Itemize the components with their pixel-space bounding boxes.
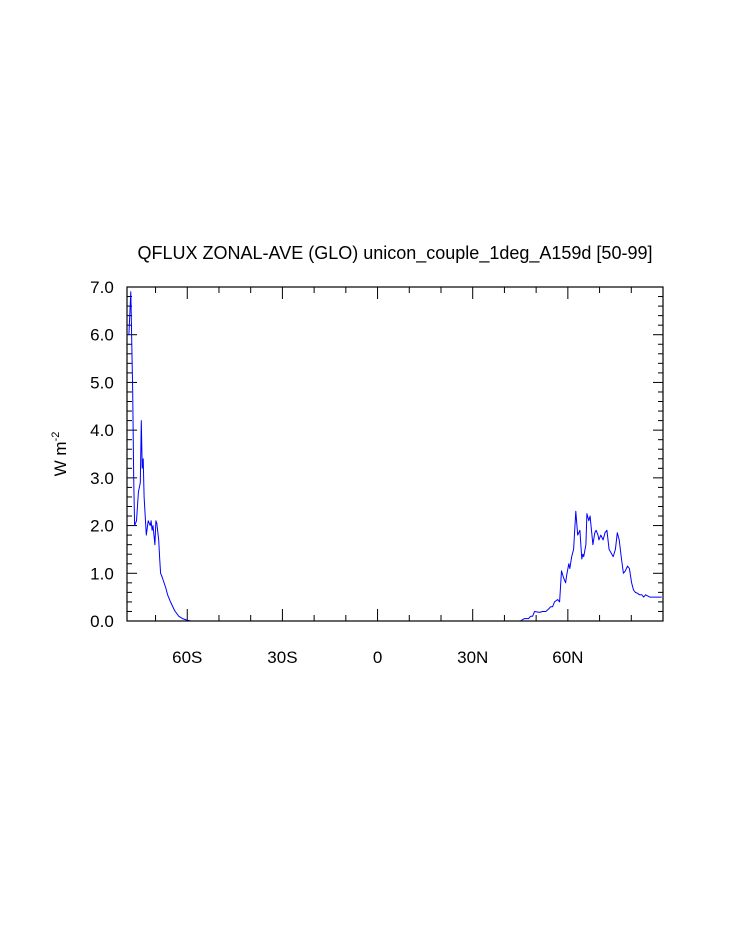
y-axis-label-text: W m	[51, 441, 70, 476]
axis-ticks	[127, 286, 664, 622]
y-tick-label: 7.0	[90, 278, 114, 297]
series-line	[128, 291, 662, 622]
x-tick-label: 0	[373, 648, 382, 667]
x-tick-label: 60N	[552, 648, 583, 667]
x-tick-label: 30N	[457, 648, 488, 667]
y-tick-label: 1.0	[90, 564, 114, 583]
series-group	[128, 291, 662, 622]
y-tick-label: 3.0	[90, 469, 114, 488]
y-tick-label: 6.0	[90, 326, 114, 345]
y-tick-label: 5.0	[90, 373, 114, 392]
chart-title: QFLUX ZONAL-AVE (GLO) unicon_couple_1deg…	[138, 243, 653, 264]
tick-labels: 0.0 1.0 2.0 3.0 4.0 5.0 6.0 7.0 60S 30S 0 30N 60N	[90, 278, 583, 667]
y-axis-label: W m-2	[50, 432, 70, 477]
y-tick-label: 4.0	[90, 421, 114, 440]
x-tick-label: 60S	[172, 648, 202, 667]
x-tick-label: 30S	[267, 648, 297, 667]
y-tick-label: 2.0	[90, 517, 114, 536]
y-tick-label: 0.0	[90, 612, 114, 631]
y-axis-label-superscript: -2	[50, 432, 62, 442]
svg-text:W m-2: W m-2	[50, 432, 70, 477]
plot-frame	[126, 286, 664, 622]
